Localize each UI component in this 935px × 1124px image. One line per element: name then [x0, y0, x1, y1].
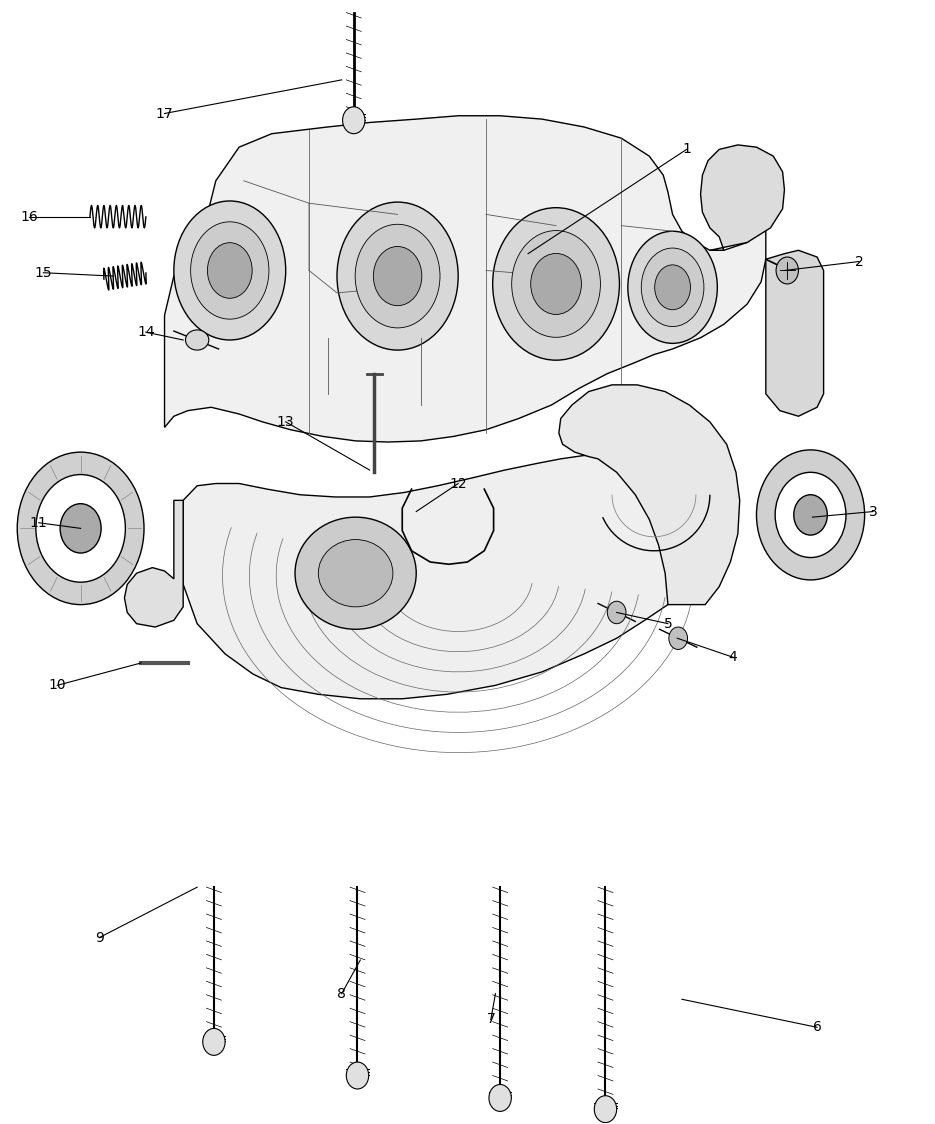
- Text: 6: 6: [813, 1021, 822, 1034]
- Circle shape: [17, 452, 144, 605]
- Polygon shape: [700, 145, 784, 251]
- Polygon shape: [165, 116, 766, 442]
- Ellipse shape: [337, 202, 458, 350]
- Ellipse shape: [208, 243, 252, 298]
- Text: 10: 10: [49, 679, 66, 692]
- Polygon shape: [183, 455, 710, 699]
- Circle shape: [608, 601, 626, 624]
- Text: 14: 14: [137, 325, 154, 339]
- Text: 1: 1: [683, 143, 691, 156]
- Text: 16: 16: [21, 210, 38, 224]
- Text: 11: 11: [30, 516, 48, 529]
- Circle shape: [342, 107, 365, 134]
- Text: 15: 15: [35, 265, 52, 280]
- Circle shape: [776, 257, 798, 284]
- Text: 13: 13: [277, 415, 295, 429]
- Polygon shape: [559, 384, 740, 605]
- Circle shape: [203, 1028, 225, 1055]
- Circle shape: [669, 627, 687, 650]
- Circle shape: [36, 474, 125, 582]
- Circle shape: [794, 495, 827, 535]
- Circle shape: [775, 472, 846, 558]
- Text: 17: 17: [156, 107, 173, 120]
- Ellipse shape: [185, 330, 209, 350]
- Text: 5: 5: [664, 617, 672, 631]
- Ellipse shape: [627, 232, 717, 343]
- Ellipse shape: [641, 248, 704, 327]
- Text: 9: 9: [94, 931, 104, 944]
- Circle shape: [346, 1062, 368, 1089]
- Text: 8: 8: [338, 987, 346, 1000]
- Circle shape: [60, 504, 101, 553]
- Circle shape: [489, 1085, 511, 1112]
- Ellipse shape: [191, 221, 269, 319]
- Text: 7: 7: [486, 1013, 496, 1026]
- Ellipse shape: [295, 517, 416, 629]
- Text: 4: 4: [728, 651, 738, 664]
- Text: 2: 2: [855, 254, 863, 269]
- Text: 12: 12: [450, 477, 467, 490]
- Ellipse shape: [318, 540, 393, 607]
- Ellipse shape: [493, 208, 620, 360]
- Ellipse shape: [174, 201, 286, 339]
- Circle shape: [756, 450, 865, 580]
- Polygon shape: [766, 251, 824, 416]
- Ellipse shape: [511, 230, 600, 337]
- Text: 3: 3: [869, 505, 877, 518]
- Polygon shape: [124, 500, 183, 627]
- Circle shape: [595, 1096, 617, 1123]
- Ellipse shape: [531, 253, 582, 315]
- Ellipse shape: [654, 265, 690, 310]
- Ellipse shape: [373, 246, 422, 306]
- Ellipse shape: [355, 225, 440, 328]
